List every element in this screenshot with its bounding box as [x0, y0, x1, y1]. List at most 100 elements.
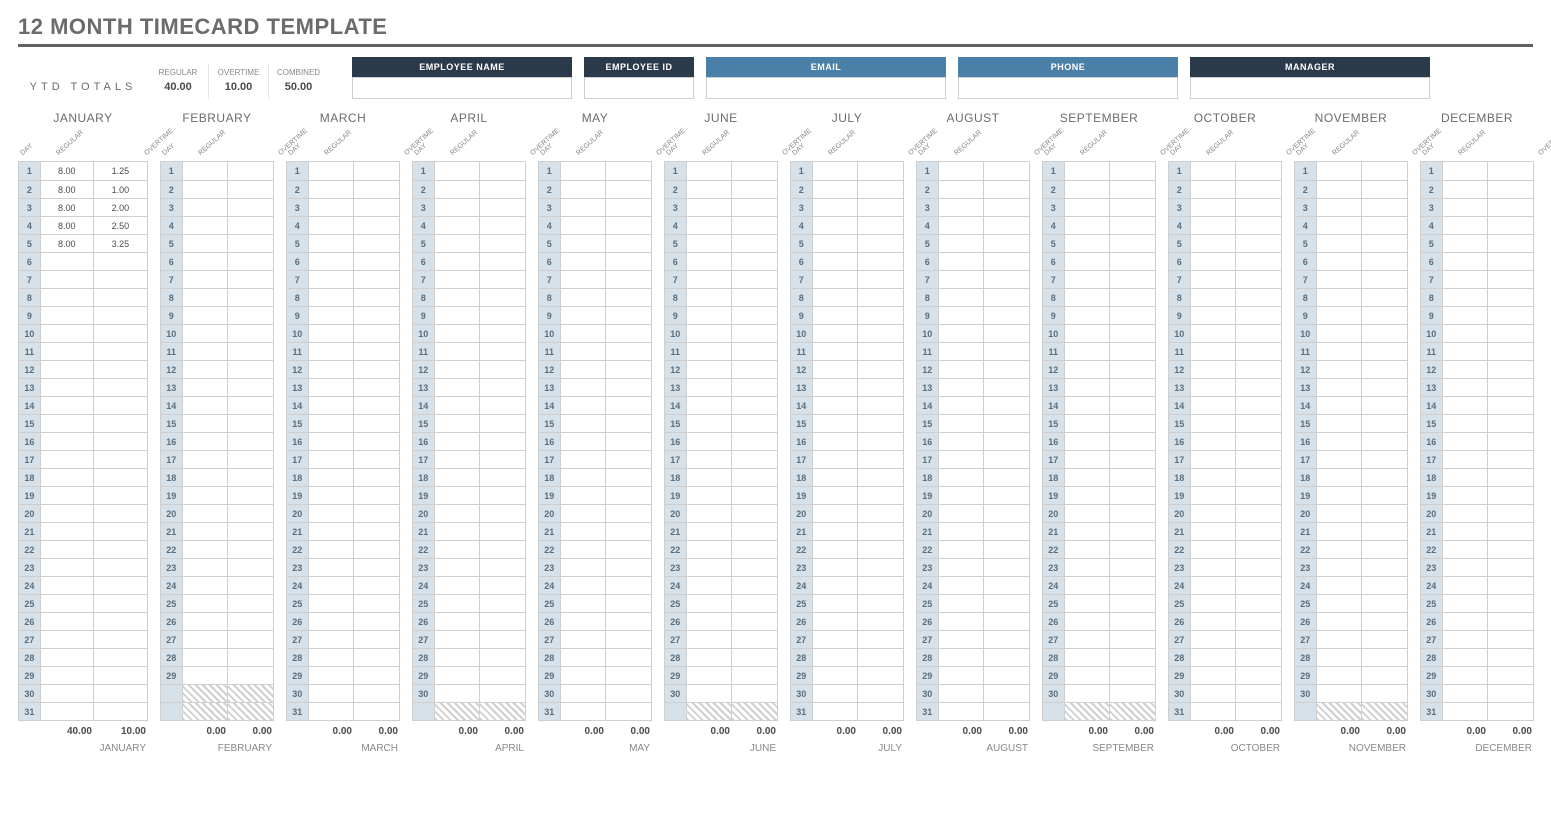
- regular-cell[interactable]: [41, 325, 94, 342]
- regular-cell[interactable]: [435, 433, 480, 450]
- regular-cell[interactable]: [687, 343, 732, 360]
- overtime-cell[interactable]: [1236, 631, 1281, 648]
- regular-cell[interactable]: [1191, 649, 1236, 666]
- regular-cell[interactable]: [183, 343, 228, 360]
- regular-cell[interactable]: [813, 649, 858, 666]
- overtime-cell[interactable]: [1110, 253, 1155, 270]
- overtime-cell[interactable]: [606, 162, 651, 180]
- regular-cell[interactable]: [561, 451, 606, 468]
- overtime-cell[interactable]: [606, 325, 651, 342]
- regular-cell[interactable]: [183, 487, 228, 504]
- overtime-cell[interactable]: [354, 217, 399, 234]
- overtime-cell[interactable]: 2.00: [94, 199, 147, 216]
- overtime-cell[interactable]: [732, 397, 777, 414]
- overtime-cell[interactable]: [228, 235, 273, 252]
- regular-cell[interactable]: [813, 235, 858, 252]
- regular-cell[interactable]: [1317, 541, 1362, 558]
- regular-cell[interactable]: [939, 397, 984, 414]
- overtime-cell[interactable]: [606, 379, 651, 396]
- regular-cell[interactable]: [813, 685, 858, 702]
- overtime-cell[interactable]: [984, 289, 1029, 306]
- overtime-cell[interactable]: [1236, 685, 1281, 702]
- overtime-cell[interactable]: [1362, 523, 1407, 540]
- regular-cell[interactable]: [41, 703, 94, 720]
- regular-cell[interactable]: [1065, 235, 1110, 252]
- regular-cell[interactable]: [309, 235, 354, 252]
- overtime-cell[interactable]: [732, 613, 777, 630]
- regular-cell[interactable]: [435, 469, 480, 486]
- regular-cell[interactable]: [435, 289, 480, 306]
- regular-cell[interactable]: [41, 433, 94, 450]
- regular-cell[interactable]: [687, 433, 732, 450]
- overtime-cell[interactable]: [228, 361, 273, 378]
- regular-cell[interactable]: [1191, 613, 1236, 630]
- overtime-cell[interactable]: [984, 415, 1029, 432]
- regular-cell[interactable]: [309, 577, 354, 594]
- regular-cell[interactable]: [813, 577, 858, 594]
- regular-cell[interactable]: [1317, 505, 1362, 522]
- overtime-cell[interactable]: [984, 217, 1029, 234]
- regular-cell[interactable]: [687, 451, 732, 468]
- regular-cell[interactable]: [435, 162, 480, 180]
- overtime-cell[interactable]: [984, 685, 1029, 702]
- regular-cell[interactable]: [183, 595, 228, 612]
- regular-cell[interactable]: [813, 613, 858, 630]
- overtime-cell[interactable]: [1488, 577, 1533, 594]
- overtime-cell[interactable]: [1236, 613, 1281, 630]
- overtime-cell[interactable]: 2.50: [94, 217, 147, 234]
- regular-cell[interactable]: [1443, 325, 1488, 342]
- overtime-cell[interactable]: [1488, 217, 1533, 234]
- overtime-cell[interactable]: [606, 523, 651, 540]
- overtime-cell[interactable]: [732, 541, 777, 558]
- regular-cell[interactable]: [1191, 487, 1236, 504]
- overtime-cell[interactable]: [732, 433, 777, 450]
- regular-cell[interactable]: [1065, 181, 1110, 198]
- regular-cell[interactable]: [435, 523, 480, 540]
- regular-cell[interactable]: [1317, 181, 1362, 198]
- info-field-input[interactable]: [1190, 77, 1430, 99]
- overtime-cell[interactable]: [858, 307, 903, 324]
- overtime-cell[interactable]: [1110, 343, 1155, 360]
- regular-cell[interactable]: [183, 253, 228, 270]
- overtime-cell[interactable]: [228, 397, 273, 414]
- regular-cell[interactable]: [1065, 271, 1110, 288]
- overtime-cell[interactable]: [1488, 307, 1533, 324]
- overtime-cell[interactable]: [480, 307, 525, 324]
- overtime-cell[interactable]: [732, 235, 777, 252]
- regular-cell[interactable]: [309, 162, 354, 180]
- overtime-cell[interactable]: [606, 505, 651, 522]
- regular-cell[interactable]: [939, 325, 984, 342]
- regular-cell[interactable]: [435, 559, 480, 576]
- overtime-cell[interactable]: [94, 253, 147, 270]
- regular-cell[interactable]: [41, 361, 94, 378]
- overtime-cell[interactable]: [1488, 397, 1533, 414]
- overtime-cell[interactable]: [606, 559, 651, 576]
- regular-cell[interactable]: [813, 415, 858, 432]
- regular-cell[interactable]: [183, 271, 228, 288]
- regular-cell[interactable]: [1443, 217, 1488, 234]
- overtime-cell[interactable]: [94, 505, 147, 522]
- overtime-cell[interactable]: [858, 379, 903, 396]
- overtime-cell[interactable]: [858, 595, 903, 612]
- regular-cell[interactable]: [309, 433, 354, 450]
- overtime-cell[interactable]: [984, 595, 1029, 612]
- overtime-cell[interactable]: [1488, 361, 1533, 378]
- regular-cell[interactable]: [1191, 451, 1236, 468]
- overtime-cell[interactable]: [94, 649, 147, 666]
- overtime-cell[interactable]: [1236, 361, 1281, 378]
- regular-cell[interactable]: [1191, 199, 1236, 216]
- overtime-cell[interactable]: [1236, 703, 1281, 720]
- overtime-cell[interactable]: [1488, 649, 1533, 666]
- overtime-cell[interactable]: [1110, 649, 1155, 666]
- overtime-cell[interactable]: [606, 271, 651, 288]
- regular-cell[interactable]: [561, 307, 606, 324]
- overtime-cell[interactable]: [732, 343, 777, 360]
- overtime-cell[interactable]: [228, 181, 273, 198]
- overtime-cell[interactable]: [732, 487, 777, 504]
- regular-cell[interactable]: [1317, 631, 1362, 648]
- regular-cell[interactable]: [813, 541, 858, 558]
- overtime-cell[interactable]: [228, 343, 273, 360]
- overtime-cell[interactable]: [606, 235, 651, 252]
- overtime-cell[interactable]: [228, 505, 273, 522]
- regular-cell[interactable]: [561, 541, 606, 558]
